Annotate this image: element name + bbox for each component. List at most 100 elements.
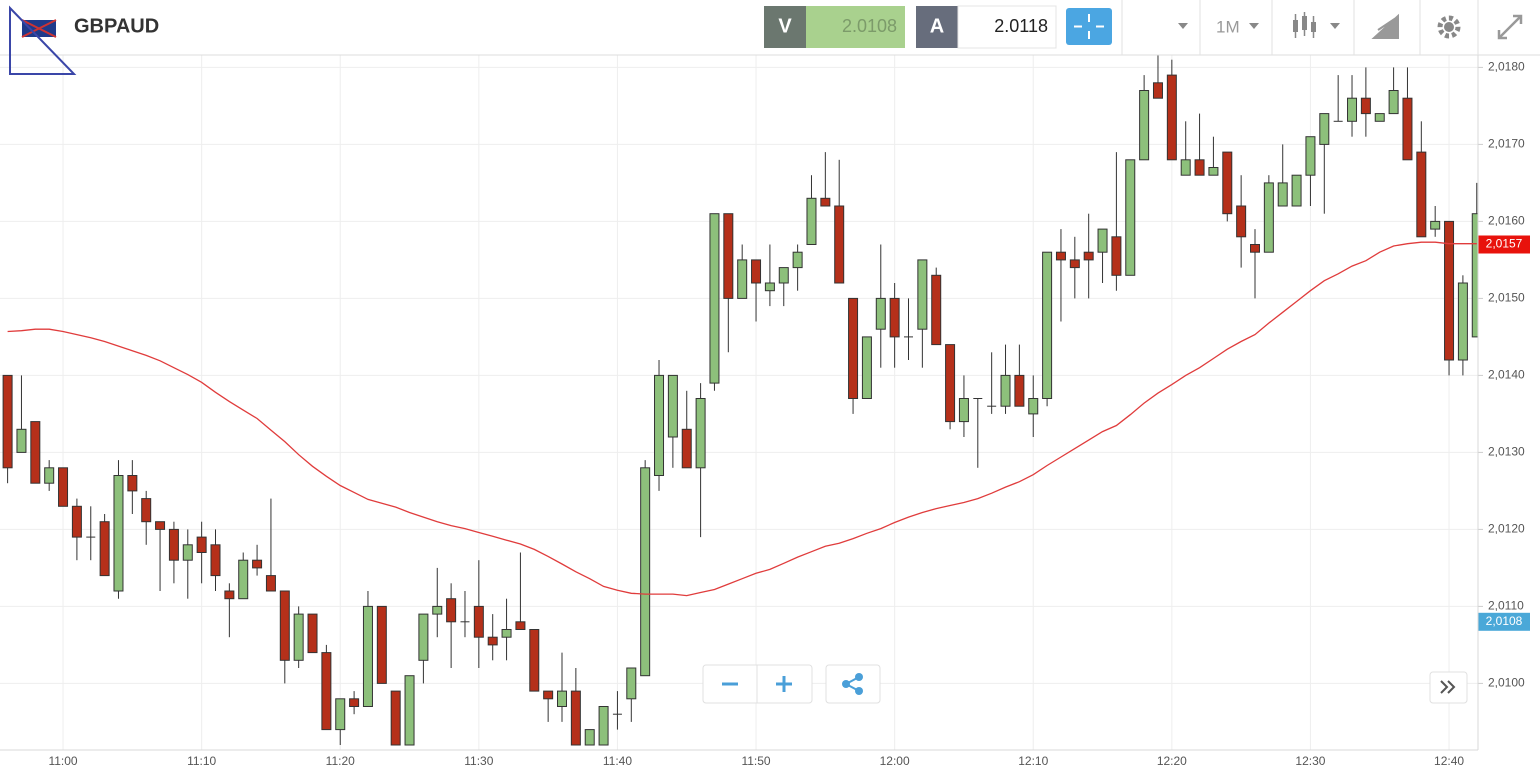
candle-body <box>141 498 152 523</box>
fullscreen-icon[interactable] <box>1497 14 1523 40</box>
candle-body <box>390 690 401 746</box>
candle-body <box>1069 259 1080 269</box>
ask-price: 2.0118 <box>994 16 1048 36</box>
crosshair-button[interactable] <box>1066 8 1112 45</box>
candle-body <box>764 282 775 292</box>
price-marker-label: 2,0157 <box>1486 237 1523 251</box>
candle-body <box>1263 182 1274 253</box>
candle-body <box>958 398 969 423</box>
candle-body <box>99 521 110 577</box>
candle-body <box>570 690 581 746</box>
candle-body <box>321 652 332 731</box>
candle-body <box>1042 251 1053 399</box>
zoom-in[interactable] <box>776 676 792 692</box>
candle-body <box>806 197 817 246</box>
candle-body <box>1388 90 1399 115</box>
share-button[interactable] <box>825 664 881 704</box>
candle-body <box>127 475 138 492</box>
candle-body <box>58 467 69 507</box>
candle-body <box>1319 113 1330 145</box>
dropdown-icon[interactable] <box>1330 23 1340 29</box>
candle-body <box>709 213 720 384</box>
bid-button[interactable] <box>764 6 806 48</box>
candle-body <box>875 297 886 330</box>
timeframe[interactable]: 1M <box>1216 17 1240 36</box>
x-tick-label: 12:20 <box>1157 754 1187 768</box>
candle-body <box>778 267 789 284</box>
candle-body <box>543 690 554 700</box>
candle-body <box>640 467 651 677</box>
candle-body <box>889 297 900 338</box>
candle-body <box>210 544 221 577</box>
candle-body <box>362 605 373 708</box>
plot-area <box>2 13 1478 746</box>
bid-box[interactable] <box>806 6 905 48</box>
candle-body <box>307 613 318 654</box>
toolbar: GBPAUD V 2.0108 A 2.0118 1M <box>0 0 1540 75</box>
candle-body <box>737 259 748 299</box>
x-tick-label: 12:00 <box>880 754 910 768</box>
candle-body <box>168 528 179 561</box>
candle-body <box>418 613 429 661</box>
y-tick-label: 2,0140 <box>1488 368 1525 382</box>
scroll-end-button[interactable] <box>1429 671 1468 704</box>
candle-body <box>654 374 665 476</box>
candle-body <box>515 621 526 630</box>
candle-body <box>1000 374 1011 407</box>
candle-body <box>695 398 706 469</box>
candle-body <box>931 274 942 346</box>
y-tick-label: 2,0160 <box>1488 214 1525 228</box>
candle-body <box>861 336 872 399</box>
y-tick-label: 2,0100 <box>1488 676 1525 690</box>
ask-box[interactable] <box>957 5 1057 49</box>
settings-icon-center <box>1444 22 1454 32</box>
candle-body <box>1166 74 1177 161</box>
candle-body <box>1028 398 1039 415</box>
candle-body <box>1222 151 1233 215</box>
candle-body <box>834 205 845 284</box>
scroll-end-icon <box>1440 680 1456 694</box>
axes: 2,0100 2,0110 2,0120 2,0130 2,0140 2,0150 2,01… <box>48 60 1530 768</box>
candle-body <box>182 544 193 561</box>
candle-body <box>487 636 498 646</box>
price-marker <box>1478 235 1530 254</box>
candle-body <box>584 729 595 746</box>
candle-body <box>723 213 734 299</box>
candle-body <box>335 698 346 731</box>
candle-body <box>1416 151 1427 238</box>
candle-body <box>1014 374 1025 407</box>
dropdown-icon[interactable] <box>1178 23 1188 29</box>
candle-body <box>44 467 55 484</box>
ask-button[interactable] <box>916 6 958 48</box>
x-tick-label: 11:50 <box>741 754 770 768</box>
candle-body <box>848 297 859 399</box>
candle-body <box>279 590 290 661</box>
candle-body <box>626 667 637 700</box>
candle-body <box>1083 251 1094 261</box>
candle-body <box>1180 159 1191 176</box>
candle-body <box>667 374 678 438</box>
candle-body <box>30 421 41 484</box>
candle-body <box>1430 220 1441 230</box>
candle-body <box>1291 174 1302 207</box>
x-tick-label: 12:40 <box>1434 754 1464 768</box>
y-tick-label: 2,0180 <box>1488 60 1525 74</box>
draw-icon[interactable] <box>1371 13 1399 39</box>
candle-body <box>404 675 415 746</box>
candle-body <box>265 575 276 592</box>
settings-icon[interactable] <box>1437 15 1461 39</box>
candle-body <box>224 590 235 600</box>
candle-body <box>293 613 304 661</box>
share-icon <box>842 673 863 695</box>
candle-body <box>598 706 609 746</box>
candle-body <box>681 428 692 469</box>
dropdown-icon[interactable] <box>1249 23 1259 29</box>
candle-body <box>1444 220 1455 361</box>
candle-body <box>113 475 124 592</box>
candle-body <box>1360 97 1371 115</box>
zoom-controls <box>702 664 1468 704</box>
flag-cross <box>21 19 57 38</box>
chart-type-icon[interactable] <box>1293 12 1316 38</box>
y-tick-label: 2,0120 <box>1488 522 1525 536</box>
